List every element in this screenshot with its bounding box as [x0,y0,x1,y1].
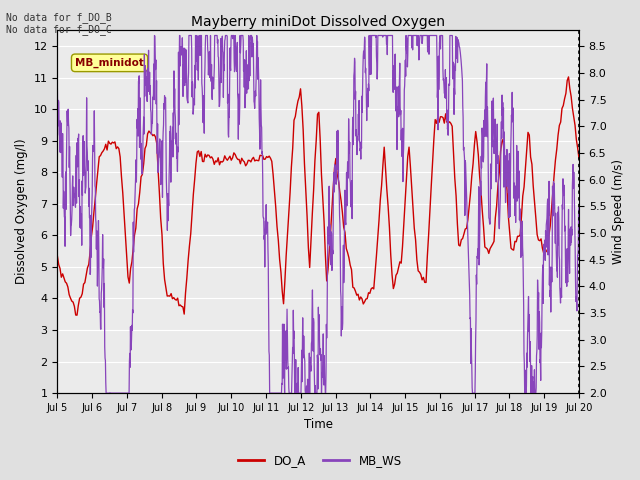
Text: No data for f_DO_C: No data for f_DO_C [6,24,112,35]
X-axis label: Time: Time [304,419,333,432]
Y-axis label: Wind Speed (m/s): Wind Speed (m/s) [612,159,625,264]
Legend: DO_A, MB_WS: DO_A, MB_WS [234,449,406,472]
Text: MB_minidot: MB_minidot [75,58,144,68]
Text: No data for f_DO_B: No data for f_DO_B [6,12,112,23]
Y-axis label: Dissolved Oxygen (mg/l): Dissolved Oxygen (mg/l) [15,139,28,285]
Title: Mayberry miniDot Dissolved Oxygen: Mayberry miniDot Dissolved Oxygen [191,15,445,29]
